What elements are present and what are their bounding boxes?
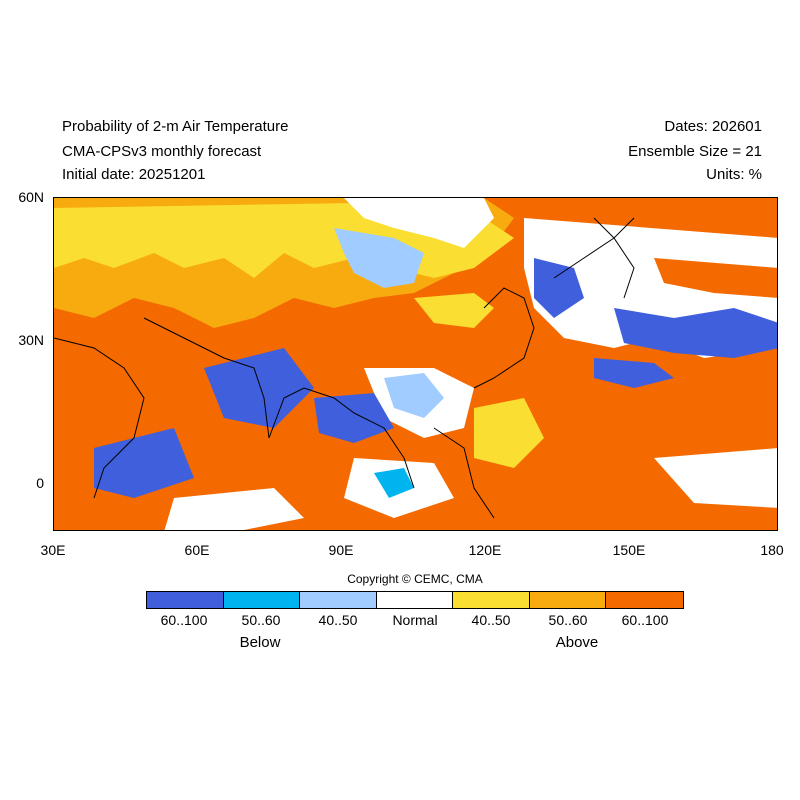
region-normal-mongolia — [344, 198, 494, 248]
legend-label-above-60-100: 60..100 — [621, 612, 669, 628]
region-below-40-50-mongolia — [334, 228, 424, 288]
lon-tick-150e: 150E — [612, 542, 646, 558]
forecast-dates: Dates: 202601 — [664, 118, 762, 135]
region-below-60-100-arabian-sea — [204, 348, 314, 428]
region-below-60-100-western-indian-ocean — [94, 428, 194, 498]
legend-swatch-above-50-60 — [529, 592, 606, 608]
lon-tick-60e: 60E — [184, 542, 210, 558]
region-below-40-50-indochina — [384, 373, 444, 418]
legend-swatch-above-60-100 — [606, 592, 683, 608]
copyright-notice: Copyright © CEMC, CMA — [347, 572, 483, 586]
legend-swatch-above-40-50 — [453, 592, 530, 608]
legend-group-below: Below — [239, 634, 281, 651]
region-below-50-60-equatorial — [374, 468, 414, 498]
lon-tick-180: 180 — [760, 542, 784, 558]
lat-tick-60n: 60N — [18, 189, 44, 205]
legend-label-below-50-60: 50..60 — [241, 612, 281, 628]
lon-tick-90e: 90E — [328, 542, 354, 558]
lat-tick-30n: 30N — [18, 332, 44, 348]
color-legend — [146, 591, 684, 609]
probability-map-canvas — [54, 198, 777, 530]
map-title: Probability of 2-m Air Temperature — [62, 118, 289, 135]
legend-group-above: Above — [555, 634, 599, 651]
region-above-40-50-philippines — [474, 398, 544, 468]
region-below-60-100-north-pacific — [614, 308, 777, 358]
region-above-60-100-okhotsk — [654, 258, 777, 298]
probability-map — [53, 197, 778, 531]
initial-date: Initial date: 20251201 — [62, 166, 206, 183]
region-below-60-100-bay-of-bengal — [314, 393, 394, 443]
region-normal-west-pacific — [654, 448, 777, 508]
ensemble-size: Ensemble Size = 21 — [628, 143, 762, 160]
map-subtitle: CMA-CPSv3 monthly forecast — [62, 143, 262, 160]
legend-label-above-50-60: 50..60 — [548, 612, 588, 628]
lon-tick-30e: 30E — [40, 542, 66, 558]
region-normal-south-indian-ocean — [164, 488, 304, 530]
region-below-60-100-pacific-30n — [594, 358, 674, 388]
units-label: Units: % — [706, 166, 762, 183]
lon-tick-120e: 120E — [468, 542, 502, 558]
legend-label-below-40-50: 40..50 — [318, 612, 358, 628]
coastlines — [54, 217, 635, 519]
legend-swatch-below-50-60 — [223, 592, 300, 608]
legend-swatch-below-40-50 — [300, 592, 377, 608]
legend-label-below-60-100: 60..100 — [160, 612, 208, 628]
region-below-60-100-sea-of-japan — [534, 258, 584, 318]
legend-swatch-normal — [376, 592, 453, 608]
legend-swatch-below-60-100 — [147, 592, 224, 608]
lat-tick-0: 0 — [36, 475, 44, 491]
region-above-40-50-china — [414, 293, 494, 328]
legend-label-normal: Normal — [392, 612, 438, 628]
legend-label-above-40-50: 40..50 — [471, 612, 511, 628]
